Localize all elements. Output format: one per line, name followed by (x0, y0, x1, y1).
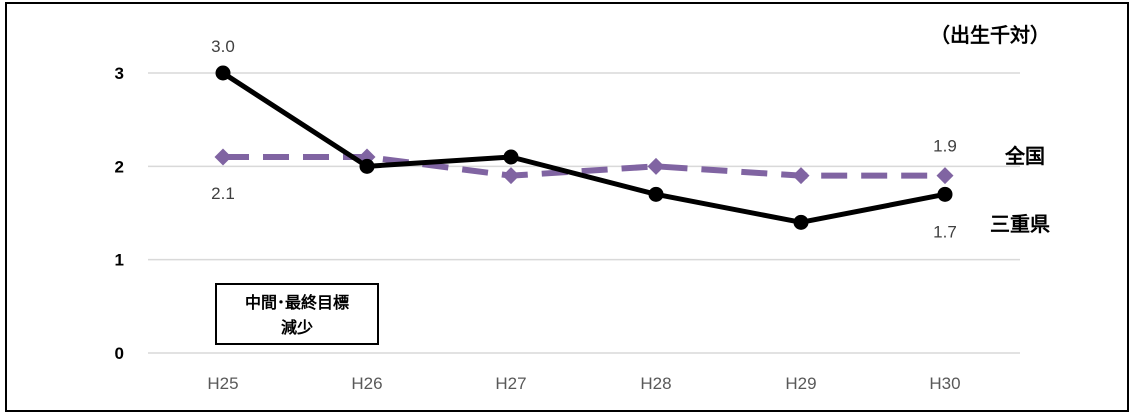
series-line-mie (221, 70, 946, 225)
series-lines (221, 70, 946, 225)
target-note-line-1: 中間･最終目標 (244, 293, 349, 312)
x-tick-label: H27 (495, 374, 526, 393)
data-label: 3.0 (211, 37, 235, 56)
y-tick-label: 0 (115, 344, 124, 363)
data-point-national (647, 157, 665, 175)
target-note-line-2: 減少 (280, 318, 313, 337)
data-point-national (502, 167, 520, 185)
x-axis-ticks: H25 H26 H27 H28 H29 H30 (207, 374, 960, 393)
data-point-national (792, 167, 810, 185)
x-tick-label: H29 (785, 374, 816, 393)
chart-frame (5, 2, 1129, 412)
data-label: 2.1 (211, 184, 235, 203)
data-point-national (214, 148, 232, 166)
unit-label: （出生千対） (930, 23, 1050, 47)
x-tick-label: H26 (351, 374, 382, 393)
series-label-mie: 三重県 (990, 212, 1050, 236)
target-note: 中間･最終目標 減少 (215, 283, 379, 345)
data-labels: 3.0 2.1 1.9 1.7 (211, 37, 957, 241)
y-tick-label: 3 (115, 64, 124, 83)
data-point-mie (215, 65, 231, 81)
data-point-mie (648, 186, 664, 202)
series-label-national: 全国 (1004, 144, 1045, 168)
data-label: 1.7 (933, 222, 957, 241)
data-point-national (936, 167, 954, 185)
data-point-mie (359, 158, 375, 174)
y-tick-label: 1 (115, 251, 124, 270)
series-line-national (223, 154, 945, 179)
y-tick-label: 2 (115, 157, 124, 176)
data-point-mie (503, 149, 519, 165)
y-axis-ticks: 0 1 2 3 (115, 64, 124, 363)
x-tick-label: H28 (640, 374, 671, 393)
series-markers (214, 65, 954, 230)
x-tick-label: H30 (929, 374, 960, 393)
data-point-mie (937, 186, 953, 202)
gridlines (148, 72, 1020, 354)
x-tick-label: H25 (207, 374, 238, 393)
data-point-mie (793, 214, 809, 230)
data-label: 1.9 (933, 137, 957, 156)
